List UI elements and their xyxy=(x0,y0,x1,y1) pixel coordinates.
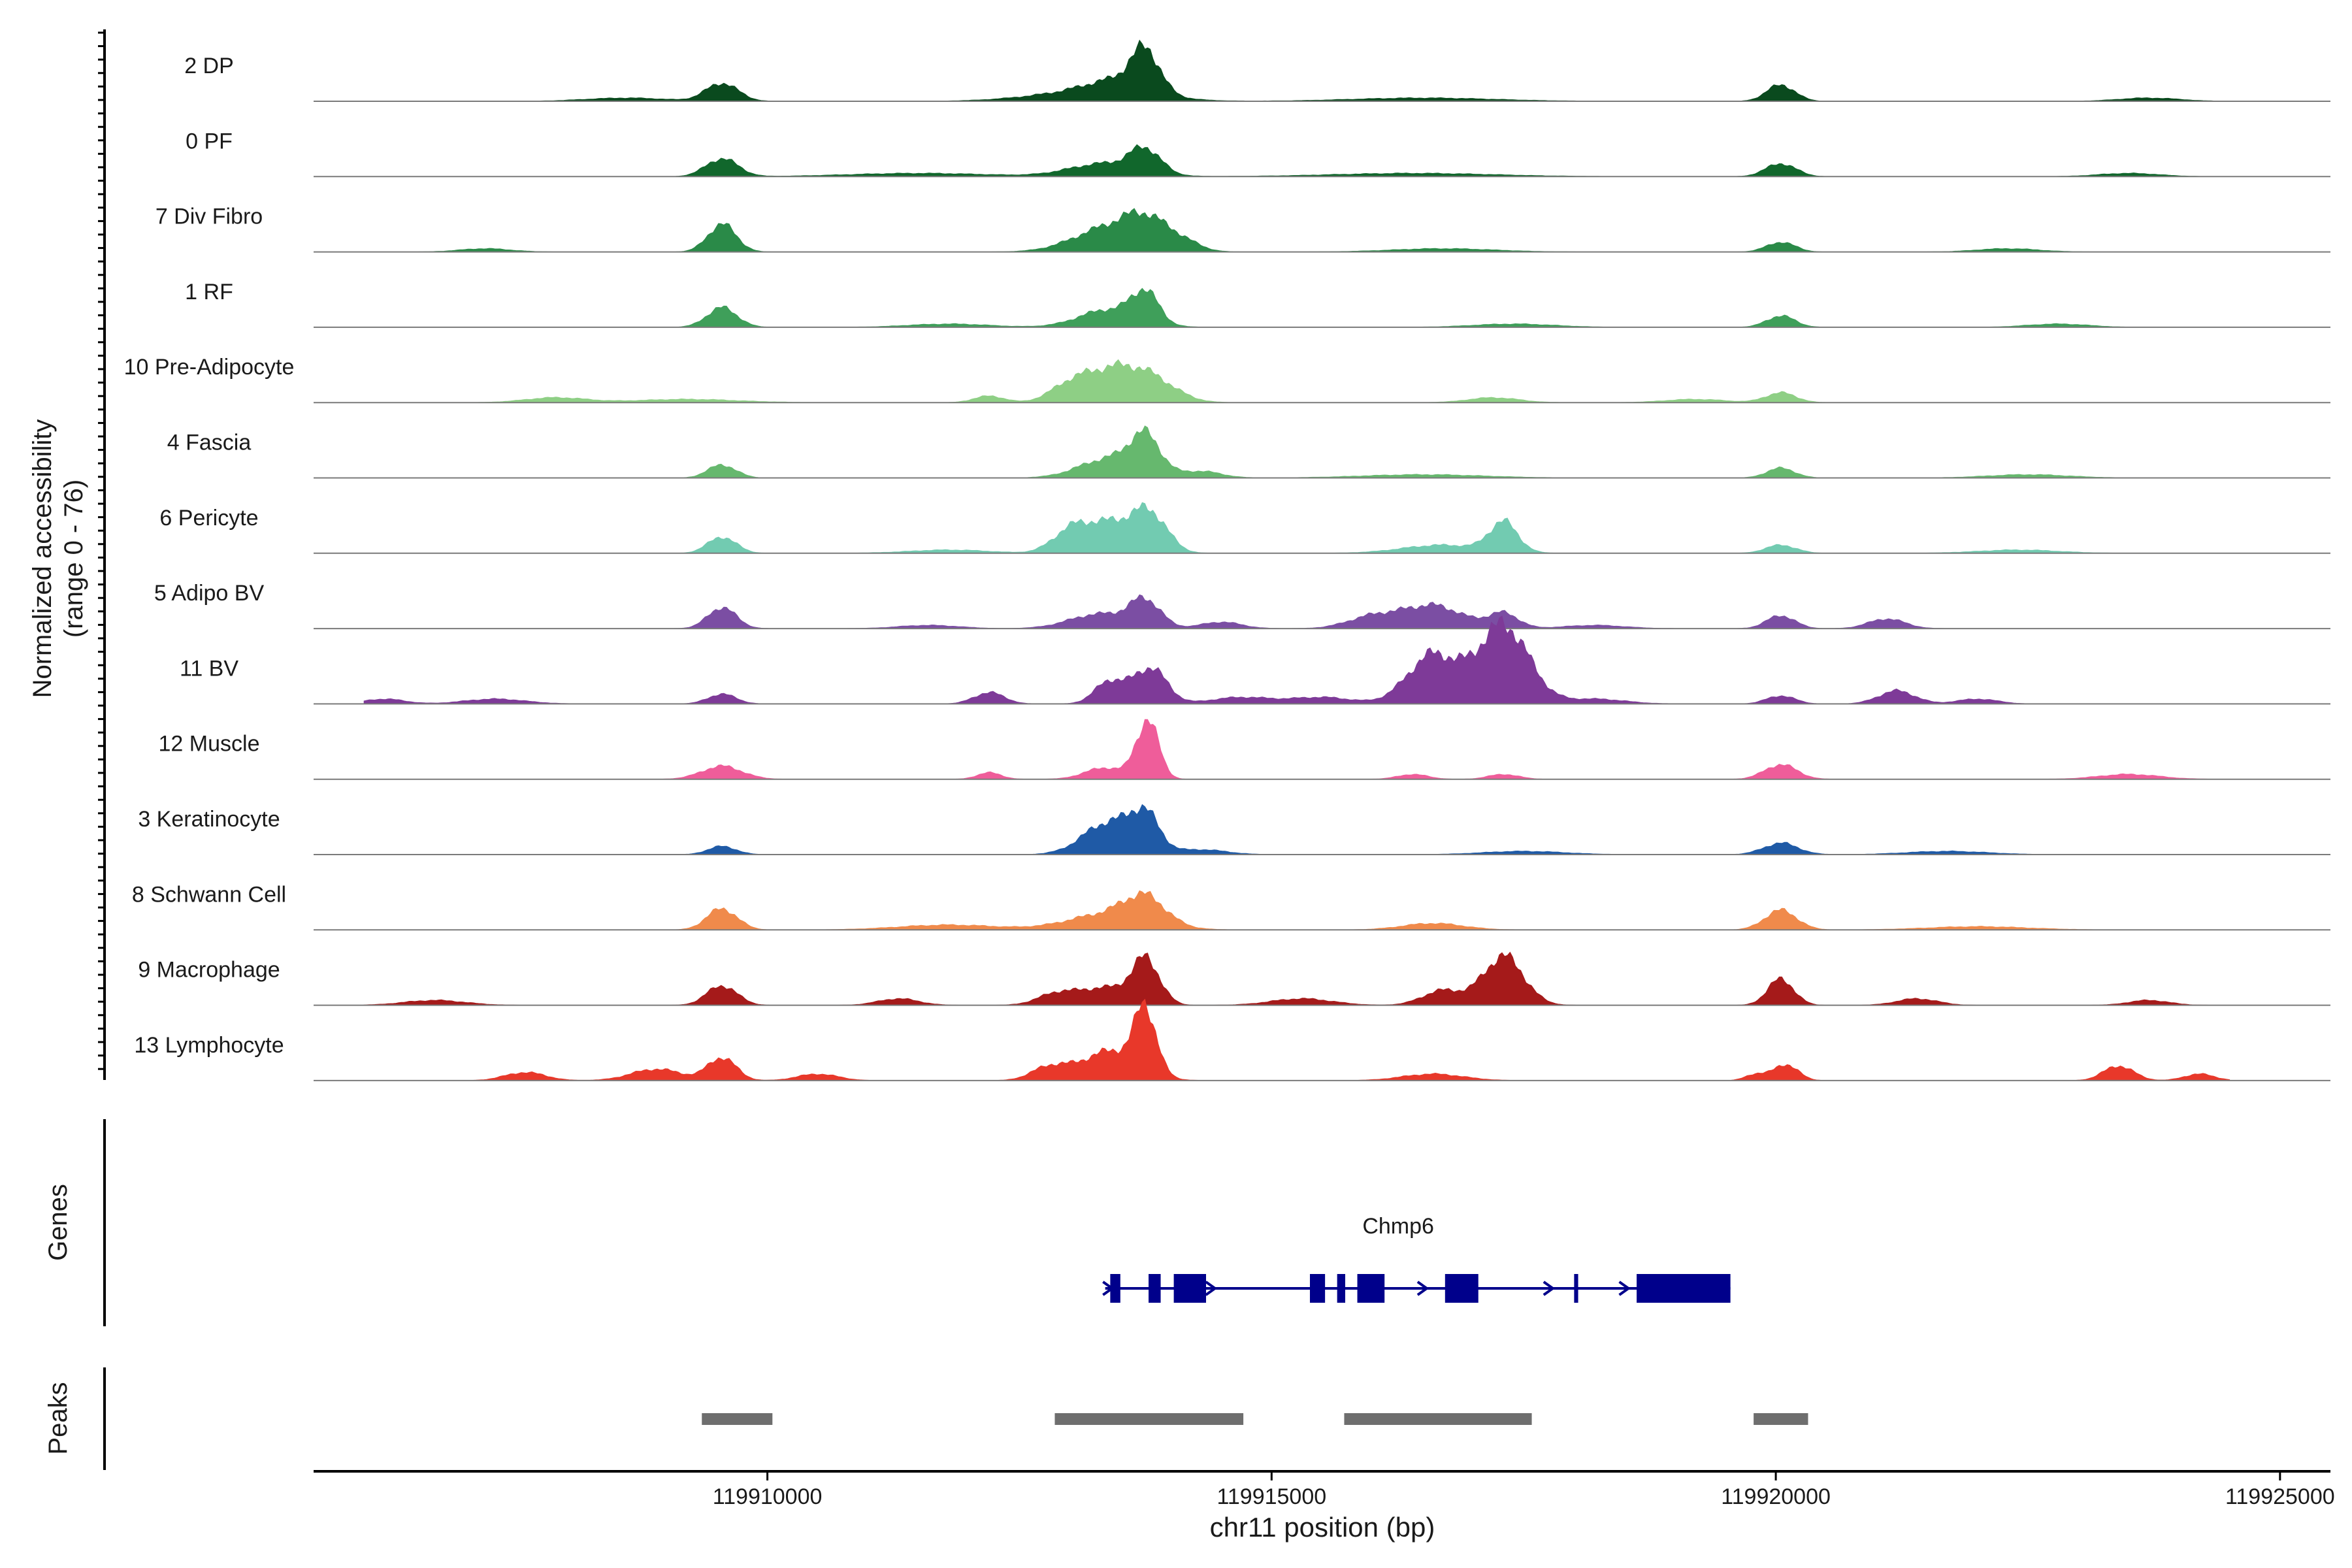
track-7 xyxy=(314,502,2330,554)
track-5 xyxy=(314,359,2330,404)
gene-exon xyxy=(1173,1274,1206,1303)
coverage-area xyxy=(364,144,2230,177)
x-axis-ticks: 119910000 119915000 119920000 119925000 xyxy=(713,1471,2335,1509)
coverage-area xyxy=(364,594,2230,629)
track-label: 3 Keratinocyte xyxy=(138,807,280,832)
track-label: 7 Div Fibro xyxy=(155,204,263,229)
gene-exon xyxy=(1337,1274,1346,1303)
strand-arrow xyxy=(1618,1281,1631,1296)
coverage-area xyxy=(364,804,2230,855)
track-label: 12 Muscle xyxy=(159,732,260,757)
gene-exon xyxy=(1309,1274,1326,1303)
gene-exon xyxy=(1110,1274,1120,1303)
peaks-panel: Peaks xyxy=(44,1367,1808,1470)
track-labels: 2 DP 0 PF 7 Div Fibro 1 RF 10 Pre-Adipocyte 4… xyxy=(124,54,295,1058)
track-label: 6 Pericyte xyxy=(159,506,258,531)
coverage-area xyxy=(364,502,2230,554)
coverage-area xyxy=(364,359,2230,403)
coverage-area xyxy=(364,425,2230,478)
track-9 xyxy=(314,615,2330,705)
coverage-area xyxy=(364,890,2230,930)
track-1 xyxy=(314,39,2330,102)
gene-exon xyxy=(1149,1274,1161,1303)
gene-exon xyxy=(1445,1274,1478,1303)
peaks-panel-label: Peaks xyxy=(44,1382,73,1454)
track-11 xyxy=(314,804,2330,855)
genes-panel: Genes Chmp6 xyxy=(44,1119,1731,1326)
x-tick-label: 119910000 xyxy=(713,1484,823,1509)
gene-exon xyxy=(1357,1274,1385,1303)
track-6 xyxy=(314,425,2330,479)
genes-panel-label: Genes xyxy=(44,1184,73,1261)
coverage-area xyxy=(363,951,2230,1006)
gene-exon xyxy=(1637,1274,1731,1303)
track-label: 11 BV xyxy=(180,656,238,681)
x-tick-label: 119915000 xyxy=(1217,1484,1326,1509)
track-label: 0 PF xyxy=(186,129,233,154)
x-axis-label: chr11 position (bp) xyxy=(1210,1512,1435,1543)
coverage-area xyxy=(364,719,2230,780)
coverage-area xyxy=(364,287,2230,328)
x-tick-label: 119920000 xyxy=(1721,1484,1831,1509)
x-axis: 119910000 119915000 119920000 119925000 chr… xyxy=(314,1470,2335,1543)
peak-regions xyxy=(702,1413,1808,1425)
coverage-tracks xyxy=(314,39,2330,1081)
track-label: 10 Pre-Adipocyte xyxy=(124,355,295,380)
track-label: 8 Schwann Cell xyxy=(132,882,286,907)
peak-region xyxy=(1344,1413,1532,1425)
coverage-area xyxy=(364,39,2230,102)
track-12 xyxy=(314,890,2330,931)
track-8 xyxy=(314,594,2330,630)
peak-region xyxy=(1754,1413,1808,1425)
track-label: 5 Adipo BV xyxy=(154,581,265,606)
track-label: 13 Lymphocyte xyxy=(134,1033,284,1058)
x-tick-label: 119925000 xyxy=(2225,1484,2335,1509)
gene-name: Chmp6 xyxy=(1362,1214,1434,1239)
coverage-area xyxy=(364,998,2230,1081)
peak-region xyxy=(702,1413,773,1425)
strand-arrow xyxy=(1205,1281,1218,1296)
gene-exon xyxy=(1574,1274,1578,1303)
coverage-area xyxy=(364,208,2230,253)
y-axis: Normalized accessibility (range 0 - 76) xyxy=(28,29,106,1080)
track-10 xyxy=(314,719,2330,780)
track-4 xyxy=(314,287,2330,328)
strand-arrow xyxy=(1543,1281,1556,1296)
y-axis-label-line1: Normalized accessibility xyxy=(28,419,57,698)
track-2 xyxy=(314,144,2330,178)
track-label: 1 RF xyxy=(185,280,233,304)
strand-arrow xyxy=(1416,1281,1429,1296)
track-13 xyxy=(314,951,2330,1006)
track-3 xyxy=(314,208,2330,253)
track-label: 2 DP xyxy=(184,54,234,78)
y-axis-ticks xyxy=(98,31,105,1070)
track-label: 9 Macrophage xyxy=(138,958,280,983)
gene-model: Chmp6 xyxy=(1102,1214,1731,1303)
peak-region xyxy=(1054,1413,1244,1425)
y-axis-label-line2: (range 0 - 76) xyxy=(59,480,88,638)
track-14 xyxy=(314,998,2330,1081)
track-label: 4 Fascia xyxy=(167,431,252,455)
